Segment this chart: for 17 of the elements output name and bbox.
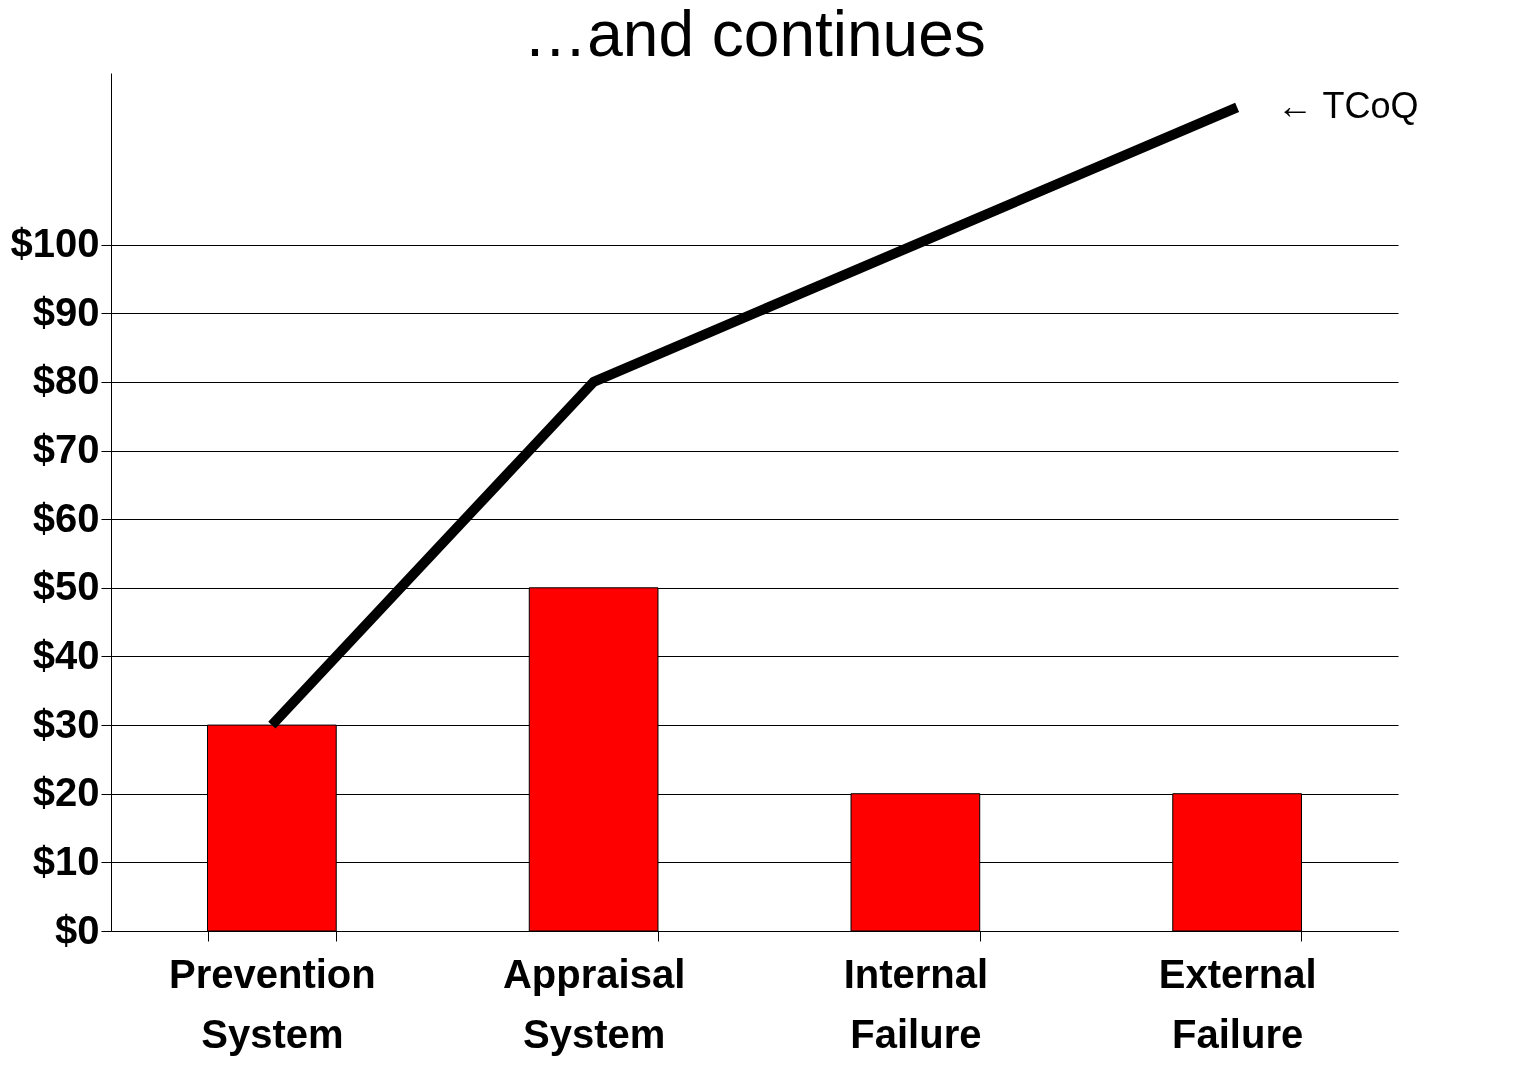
chart-title: …and continues — [523, 0, 986, 70]
y-tick-label: $40 — [32, 632, 100, 677]
y-tick-label: $60 — [32, 495, 100, 540]
series-label: ← TCoQ — [1277, 85, 1419, 127]
y-tick-label: $100 — [10, 221, 100, 266]
y-tick-label: $90 — [32, 289, 100, 334]
x-tick-label: Appraisal System — [502, 951, 686, 1056]
y-tick-label: $50 — [32, 564, 100, 609]
y-tick-label: $20 — [32, 770, 100, 815]
y-tick-label: $0 — [55, 907, 100, 952]
x-tick-label: External Failure — [1158, 951, 1317, 1056]
x-tick-label: Internal Failure — [843, 951, 989, 1056]
y-tick-label: $10 — [32, 838, 100, 883]
y-tick-label: $70 — [32, 427, 100, 472]
y-tick-label: $30 — [32, 701, 100, 746]
x-tick-label: Prevention System — [169, 951, 376, 1056]
y-tick-label: $80 — [32, 358, 100, 403]
